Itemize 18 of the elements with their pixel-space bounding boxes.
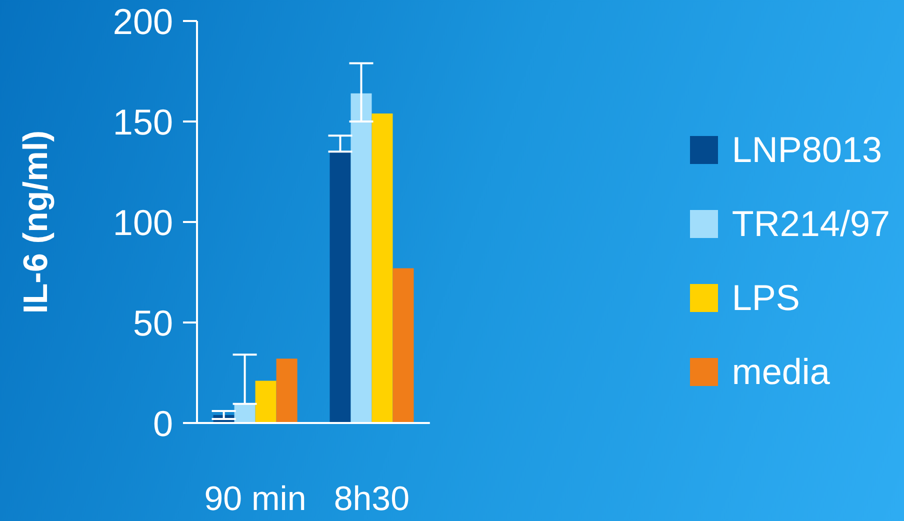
legend-label: TR214/97 (732, 202, 890, 246)
x-tick-label: 90 min (204, 480, 306, 518)
y-tick-label: 50 (132, 302, 173, 344)
x-tick-label: 8h30 (334, 480, 410, 518)
bar (392, 268, 414, 423)
y-tick-label: 200 (112, 0, 173, 42)
y-axis-title: IL-6 (ng/ml) (17, 130, 56, 314)
legend-label: media (732, 350, 830, 394)
y-tick-label: 100 (112, 202, 173, 243)
bar (255, 380, 276, 423)
legend-label: LPS (732, 276, 800, 320)
y-tick-label: 0 (152, 402, 173, 444)
legend-label: LNP8013 (732, 128, 882, 172)
bar (372, 113, 393, 423)
bar (350, 93, 372, 423)
bar (276, 358, 298, 423)
y-tick-label: 150 (112, 101, 173, 142)
bar (330, 152, 351, 423)
